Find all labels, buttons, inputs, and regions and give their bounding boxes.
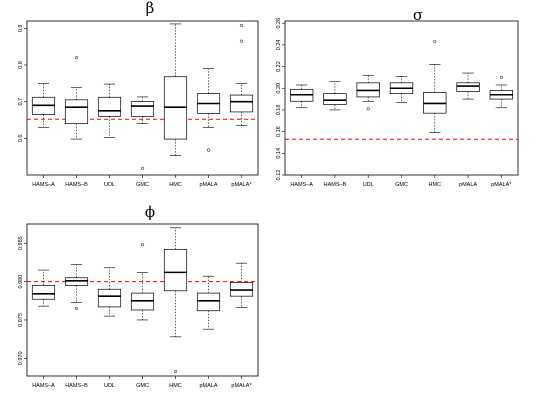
box-iqr [97, 288, 122, 308]
sigma-ytick-label: 0.26 [276, 18, 282, 29]
phi-box-1 [64, 264, 89, 310]
phi-ytick-label: 0.985 [18, 236, 24, 250]
beta-ytick-label: 0.9 [18, 25, 24, 33]
outlier-point [239, 23, 244, 27]
beta-ytick-label: 0.8 [18, 61, 24, 69]
beta-box-1 [64, 56, 89, 140]
phi-box-6 [229, 262, 254, 308]
box-iqr [229, 94, 254, 113]
beta-ytick-label: 0.6 [18, 135, 24, 143]
beta-box-5 [196, 68, 221, 152]
phi-box-5 [196, 275, 221, 330]
box-iqr [130, 101, 155, 117]
sigma-xtick-label: pMALA* [491, 182, 512, 188]
sigma-ytick-label: 0.20 [276, 83, 282, 94]
beta-xtick-label: HAMS–A [32, 182, 55, 188]
beta-ytick-label: 0.7 [18, 98, 24, 106]
phi-ytick-label: 0.975 [18, 313, 24, 327]
beta-panel: β 0.6 0.7 0.8 0.9 HAMS–A HAMS–B UDL GMC HMC pMALA… [18, 0, 259, 188]
sigma-box-5 [456, 72, 480, 100]
phi-box-3 [130, 243, 155, 321]
beta-box-4 [163, 23, 188, 156]
phi-xtick-label: GMC [136, 383, 149, 389]
sigma-box-4 [423, 40, 447, 134]
outlier-point [140, 166, 145, 170]
beta-xtick-label: UDL [104, 182, 115, 188]
box-iqr [31, 285, 56, 300]
phi-title: ϕ [145, 203, 155, 221]
outlier-point [173, 369, 178, 373]
phi-xtick-label: pMALA* [231, 383, 252, 389]
sigma-ytick-label: 0.24 [276, 39, 282, 50]
beta-xtick-label: GMC [136, 182, 149, 188]
beta-title: β [146, 0, 155, 17]
sigma-xtick-label: UDL [363, 182, 374, 188]
sigma-ytick-label: 0.12 [276, 170, 282, 181]
sigma-box-1 [323, 81, 347, 111]
box-iqr [64, 99, 89, 125]
sigma-box-3 [389, 76, 414, 103]
beta-box-2 [97, 83, 122, 138]
sigma-ytick-label: 0.16 [276, 126, 282, 137]
beta-box-6 [229, 23, 254, 126]
sigma-box-0 [289, 84, 314, 109]
sigma-ytick-label: 0.18 [276, 105, 282, 116]
beta-xtick-label: HMC [169, 182, 182, 188]
outlier-point [366, 107, 370, 111]
sigma-xtick-label: HAMS–B [324, 182, 347, 188]
phi-ytick-label: 0.980 [18, 275, 24, 289]
sigma-box-6 [489, 75, 514, 109]
phi-box-2 [97, 267, 122, 317]
phi-xtick-label: HAMS–B [65, 383, 88, 389]
sigma-xtick-label: HAMS–A [290, 182, 313, 188]
beta-xtick-label: pMALA* [231, 182, 252, 188]
box-iqr [196, 292, 221, 312]
beta-box-0 [31, 83, 56, 128]
phi-xtick-label: UDL [104, 383, 115, 389]
phi-panel: ϕ 0.970 0.975 0.980 0.985 HAMS–A HAMS–B UDL GMC… [18, 203, 259, 389]
outlier-point [206, 148, 211, 152]
sigma-box-2 [356, 74, 380, 111]
phi-box-0 [31, 269, 56, 307]
sigma-title: σ [413, 6, 423, 24]
box-iqr [163, 248, 188, 292]
phi-xtick-label: HMC [169, 383, 182, 389]
box-iqr [323, 93, 347, 105]
outlier-point [74, 56, 79, 60]
sigma-xtick-label: HMC [429, 182, 442, 188]
beta-xtick-label: HAMS–B [65, 182, 88, 188]
beta-xtick-label: pMALA [199, 182, 217, 188]
outlier-point [433, 40, 437, 44]
phi-box-4 [163, 227, 188, 373]
outlier-point [74, 306, 79, 310]
phi-xtick-label: HAMS–A [32, 383, 55, 389]
sigma-ytick-label: 0.14 [276, 148, 282, 159]
phi-xtick-label: pMALA [199, 383, 217, 389]
outlier-point [239, 39, 244, 43]
beta-box-3 [130, 96, 155, 170]
outlier-point [140, 243, 145, 247]
sigma-panel: σ 0.12 0.14 0.16 0.18 0.20 0.22 0.24 0.26 HAMS–A… [276, 6, 519, 188]
box-iqr [97, 96, 122, 117]
sigma-xtick-label: pMALA [459, 182, 477, 188]
box-iqr [456, 82, 480, 92]
phi-ytick-label: 0.970 [18, 351, 24, 365]
sigma-xtick-label: GMC [395, 182, 408, 188]
outlier-point [499, 75, 503, 79]
sigma-ytick-label: 0.22 [276, 61, 282, 72]
